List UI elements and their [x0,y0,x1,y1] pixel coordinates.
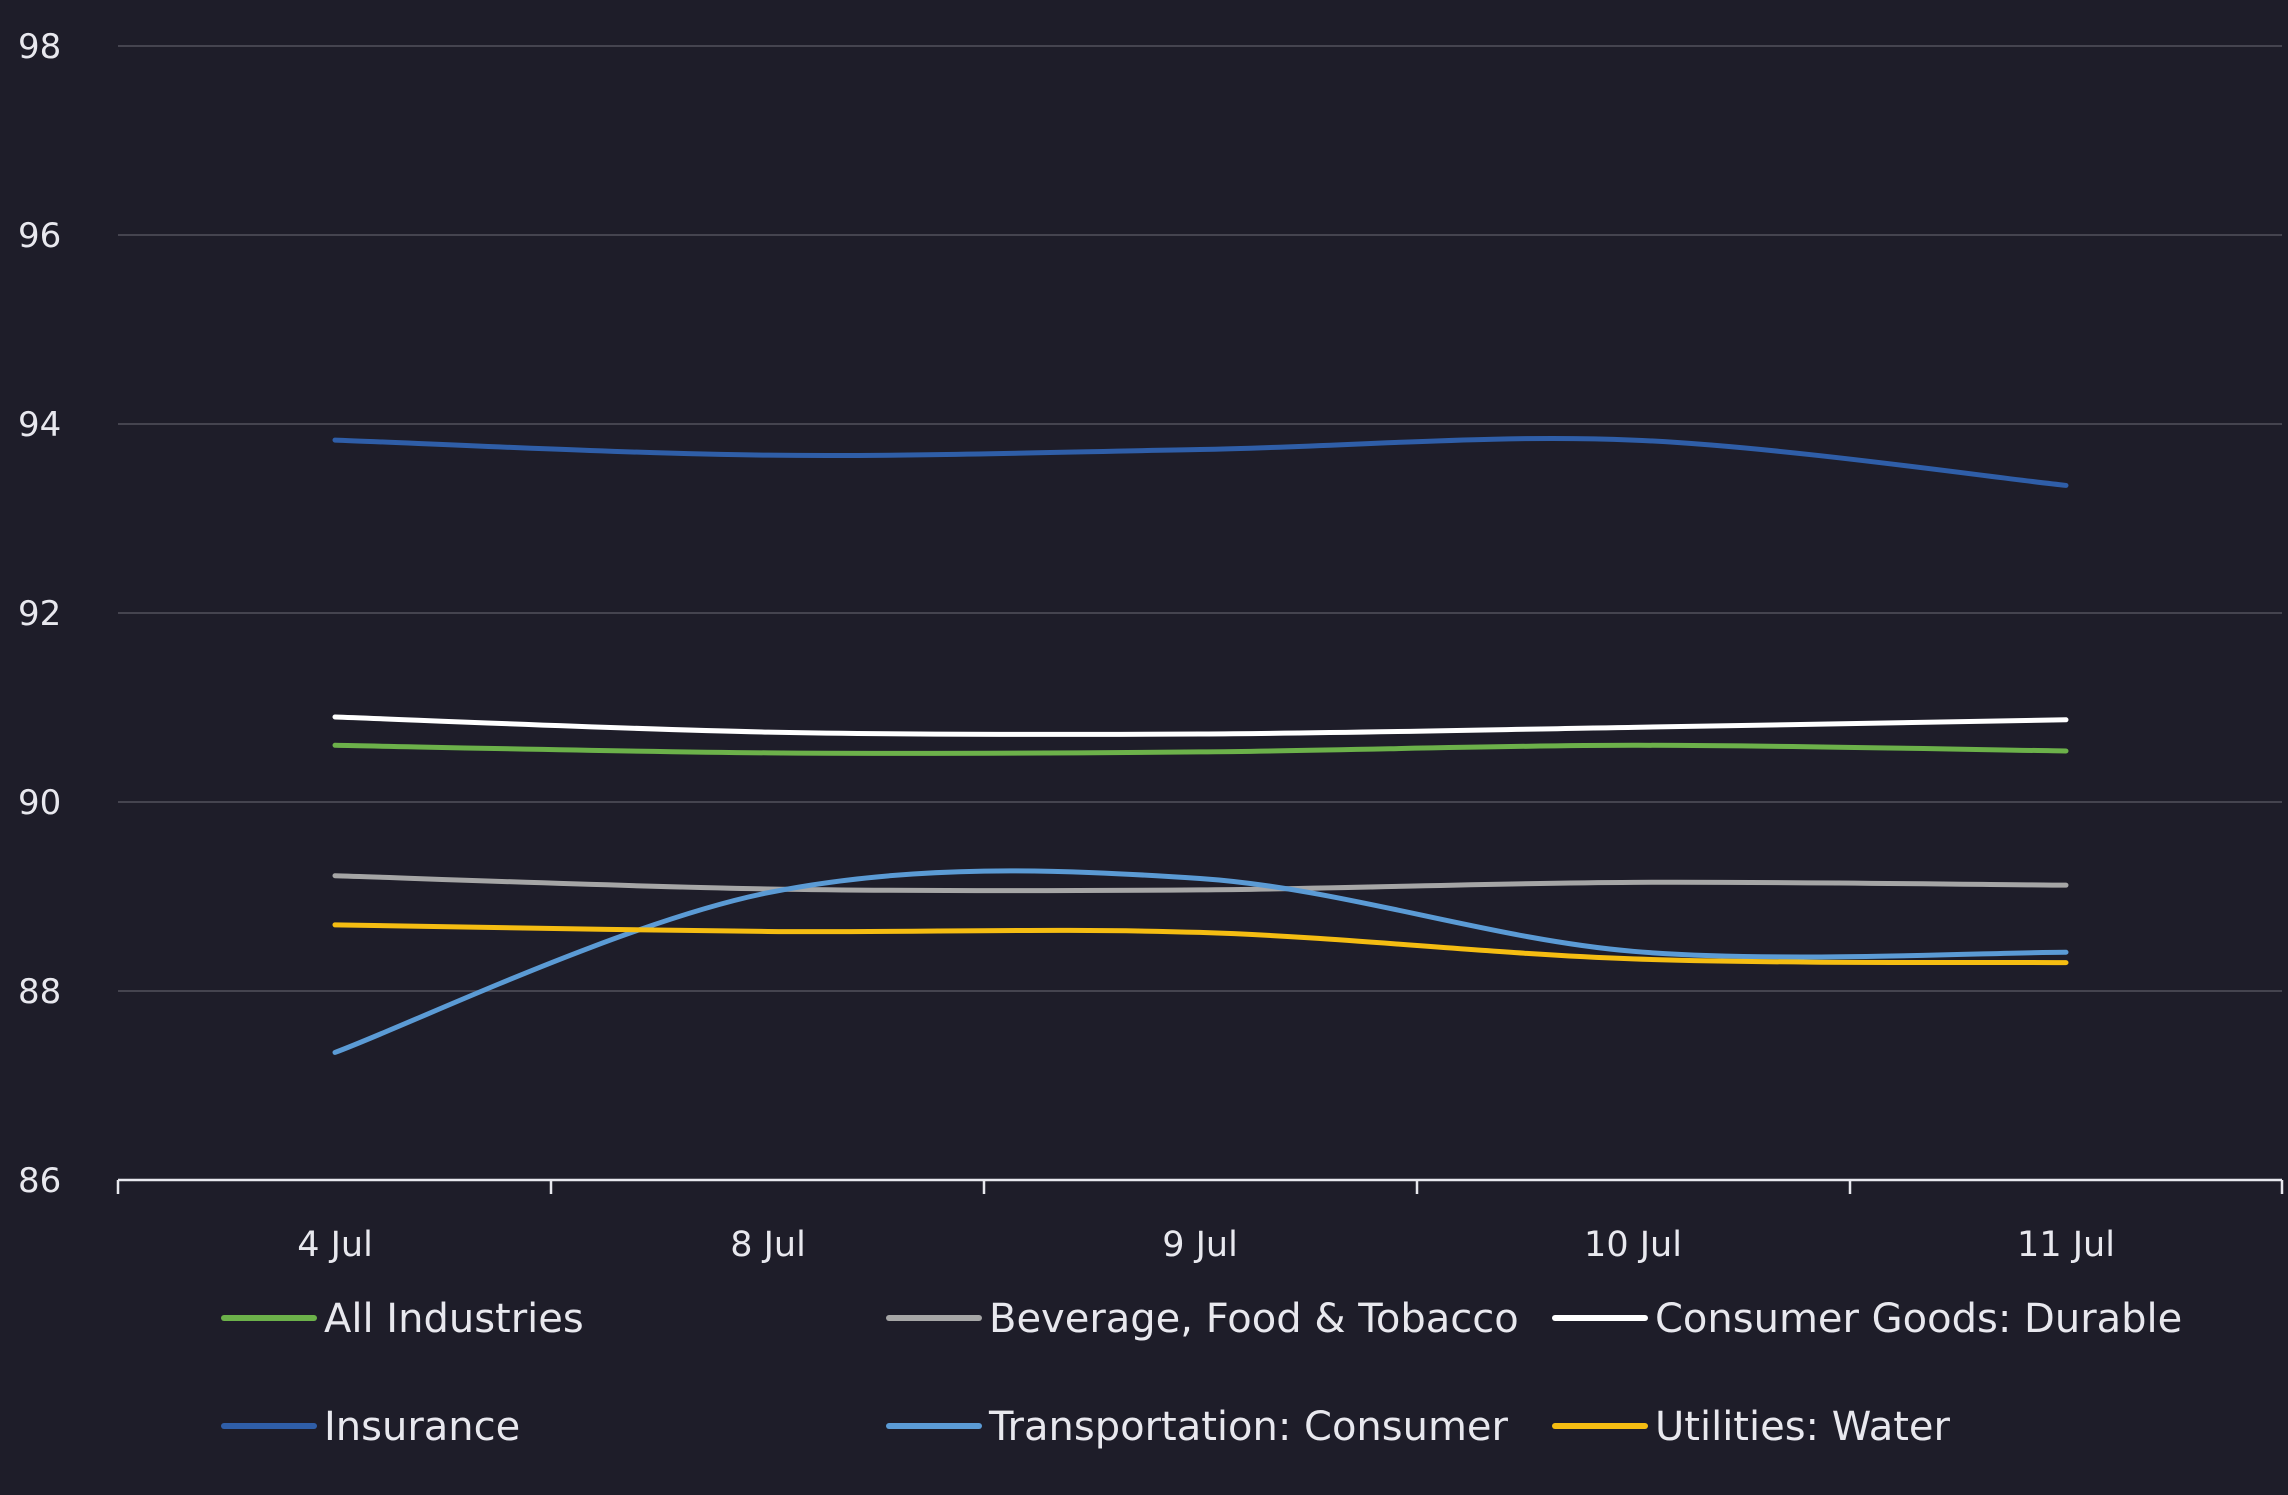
series-line-utilities-water [332,922,2069,966]
series-line-consumer-goods-durable [332,714,2069,737]
x-axis: 4 Jul 8 Jul 9 Jul 10 Jul 11 Jul [116,1178,2284,1265]
x-tick-label: 11 Jul [2017,1225,2115,1265]
y-tick-label: 88 [18,972,61,1012]
legend-item: Insurance [221,1404,520,1450]
y-axis-tick-labels: 86 88 90 92 94 96 98 [18,27,61,1201]
legend-item: All Industries [221,1296,584,1342]
legend-item: Transportation: Consumer [886,1404,1509,1450]
y-tick-label: 90 [18,783,61,823]
legend-item: Consumer Goods: Durable [1552,1296,2182,1342]
legend-label: Insurance [324,1404,520,1450]
x-tick-label: 8 Jul [730,1225,806,1265]
legend-label: All Industries [324,1296,584,1342]
legend: All Industries Beverage, Food & Tobacco Co… [221,1296,2182,1450]
legend-label: Utilities: Water [1655,1404,1951,1450]
y-tick-label: 96 [18,216,61,256]
y-tick-label: 94 [18,405,61,445]
series-line-all-industries [332,742,2069,756]
series-line-transportation-consumer [332,868,2069,1055]
legend-item: Beverage, Food & Tobacco [886,1296,1519,1342]
series-lines [332,435,2069,1055]
legend-label: Transportation: Consumer [988,1404,1509,1450]
y-tick-label: 86 [18,1161,61,1201]
legend-item: Utilities: Water [1552,1404,1951,1450]
x-tick-label: 4 Jul [297,1225,373,1265]
y-tick-label: 92 [18,594,61,634]
y-tick-label: 98 [18,27,61,67]
legend-label: Consumer Goods: Durable [1655,1296,2182,1342]
series-line-insurance [332,435,2069,488]
series-line-beverage-food-tobacco [332,873,2069,894]
x-tick-label: 9 Jul [1162,1225,1238,1265]
x-tick-label: 10 Jul [1584,1225,1682,1265]
legend-label: Beverage, Food & Tobacco [989,1296,1519,1342]
